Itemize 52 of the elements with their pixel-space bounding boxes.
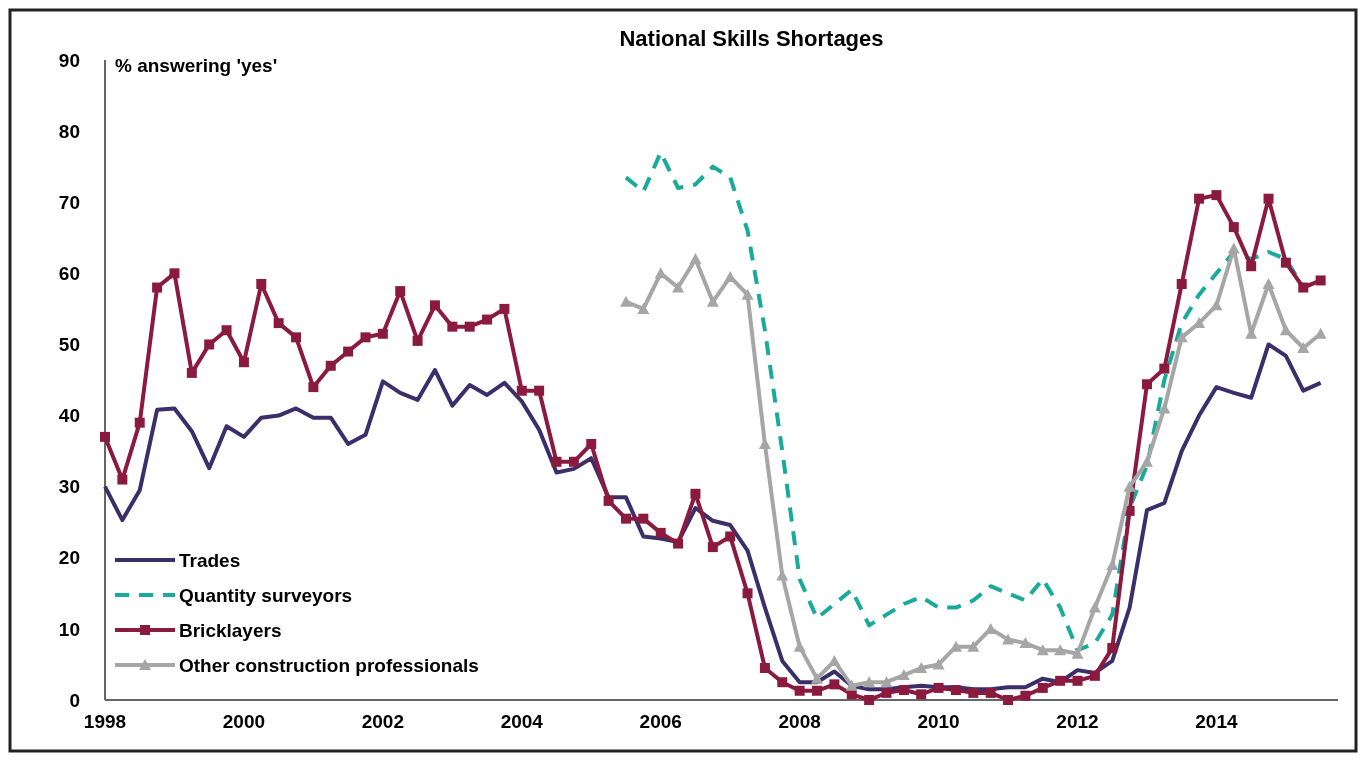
x-tick-label: 2004 <box>500 711 544 732</box>
y-tick-label: 30 <box>58 476 80 498</box>
point <box>1071 647 1084 659</box>
point <box>1036 644 1049 656</box>
legend-label: Quantity surveyors <box>179 584 353 606</box>
y-tick-label: 60 <box>58 262 80 284</box>
chart-title: National Skills Shortages <box>619 26 884 51</box>
y-tick-label: 70 <box>58 191 80 213</box>
point <box>811 672 824 684</box>
point <box>1019 637 1032 649</box>
x-tick-label: 2000 <box>222 711 266 732</box>
x-tick-label: 2012 <box>1056 711 1099 732</box>
point <box>915 662 928 673</box>
point <box>1262 278 1275 289</box>
point <box>1140 455 1153 467</box>
y-tick-label: 40 <box>58 405 80 427</box>
point <box>845 679 858 691</box>
legend-label: Other construction professionals <box>179 654 479 676</box>
y-axis-title: % answering 'yes' <box>115 55 278 76</box>
point <box>1002 633 1015 645</box>
y-tick-label: 80 <box>58 120 80 142</box>
point <box>1297 342 1310 353</box>
point <box>1175 331 1188 343</box>
point <box>863 676 876 688</box>
point <box>672 281 685 293</box>
point <box>619 295 632 307</box>
x-tick-label: 2014 <box>1195 711 1238 732</box>
legend-label: Trades <box>179 549 241 571</box>
x-tick-label: 2008 <box>778 711 821 732</box>
x-tick-label: 1998 <box>83 711 127 732</box>
point <box>637 302 650 314</box>
x-tick-label: 2002 <box>361 711 404 732</box>
point <box>1227 242 1240 254</box>
legend-label: Bricklayers <box>179 619 282 641</box>
x-tick-label: 2006 <box>639 711 682 732</box>
point <box>689 253 702 265</box>
y-tick-label: 20 <box>58 547 80 569</box>
point <box>1088 601 1101 613</box>
point <box>1054 644 1067 656</box>
point <box>741 288 754 300</box>
y-tick-label: 10 <box>58 618 80 640</box>
point <box>967 640 980 652</box>
point <box>706 295 719 307</box>
y-tick-label: 90 <box>58 49 80 71</box>
point <box>1123 480 1136 492</box>
y-tick-label: 50 <box>58 334 80 356</box>
x-tick-label: 2010 <box>917 711 960 732</box>
point <box>897 669 910 681</box>
point <box>932 658 945 670</box>
point <box>880 676 893 688</box>
point <box>1158 402 1171 414</box>
y-tick-label: 0 <box>69 689 80 711</box>
